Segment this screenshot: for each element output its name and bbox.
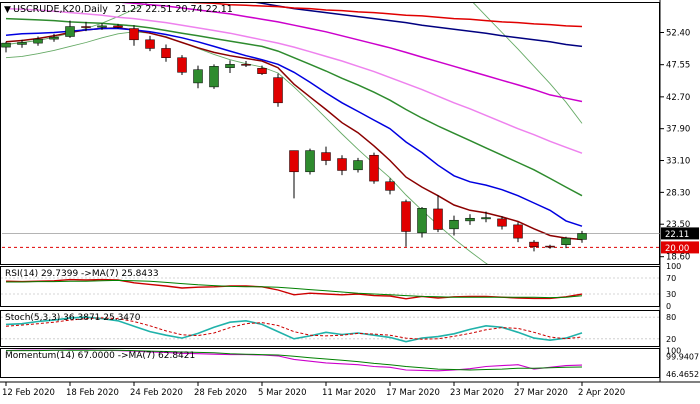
level-price-label: 20.00 [665,244,689,254]
time-tick-label: 28 Feb 2020 [194,388,247,398]
candle-bull [17,42,27,45]
price-tick-label: 42.70 [666,93,690,103]
price-tick-label: 33.10 [666,157,690,167]
candle-bear [321,152,331,161]
rsi-tick-label: 70 [666,274,676,283]
candle-bull [209,66,219,88]
price-tick-label: 47.55 [666,61,690,71]
moving-average-line [121,3,583,103]
lower-envelope-line [5,31,488,264]
candle-bull [417,208,427,234]
momentum-ma-line [6,349,583,371]
current-price-badge [661,227,699,240]
time-tick-label: 18 Feb 2020 [66,388,119,398]
candle-bull [49,36,59,40]
price-tick-label: 37.90 [666,125,690,135]
candle-bear [545,245,555,248]
chart-title: USCRUDE,K20,Daily [13,4,108,15]
candle-bear [257,68,267,74]
momentum-tick-label: 100 [666,347,681,356]
candle-bull [33,38,43,44]
candle-bear [529,241,539,248]
ohlc-header: 21.22 22.51 20.74 22.11 [115,4,233,15]
moving-average-line [5,17,583,197]
candle-bear [289,150,299,173]
time-tick-label: 17 Mar 2020 [386,388,440,398]
stoch-d-line [5,317,583,340]
stoch-tick-label: 80 [666,313,676,322]
candle-bear [177,57,187,73]
candle-bear [161,48,171,58]
time-tick-label: 23 Mar 2020 [450,388,504,398]
price-pane [0,2,660,265]
candle-bull [465,217,475,222]
rsi-tick-label: 100 [666,262,681,271]
time-tick-label: 27 Mar 2020 [514,388,568,398]
current-price-label: 22.11 [665,230,689,240]
candle-bull [65,26,75,37]
momentum-tick-label: 99.9407 [666,353,699,362]
moving-average-line [5,7,583,154]
time-tick-label: 5 Mar 2020 [258,388,306,398]
price-tick-label: 23.50 [666,220,690,230]
time-tick-label: 24 Feb 2020 [130,388,183,398]
candle-bear [385,181,395,191]
candle-bear [513,224,523,239]
candle-bull [561,237,571,246]
candle-bull [305,150,315,173]
price-tick-label: 18.60 [666,253,690,263]
candle-bull [353,160,363,171]
rsi-pane [0,266,660,307]
momentum-label: Momentum(14) 67.0000 ->MA(7) 62.8421 [5,351,195,361]
candle-bear [113,25,123,28]
rsi-label: RSI(14) 29.7399 ->MA(7) 25.8433 [5,269,159,279]
moving-average-line [187,3,583,28]
candle-bear [129,28,139,41]
candle-bear [401,201,411,232]
rsi-tick-label: 30 [666,290,676,299]
stoch-k-line [5,316,583,343]
candle-bear [433,208,443,230]
candle-bear [81,26,91,28]
candle-bear [241,64,251,66]
stoch-label: Stoch(5,3,3) 36.3871 25.3470 [5,313,141,323]
level-price-badge [661,241,699,254]
stoch-tick-label: 20 [666,335,676,344]
candle-bear [145,39,155,49]
candle-bull [481,217,491,220]
price-tick-label: 28.30 [666,188,690,198]
candle-bear [337,158,347,171]
time-tick-label: 12 Feb 2020 [2,388,55,398]
rsi-tick-label: 0 [666,302,671,311]
candle-bull [97,25,107,28]
symbol-marker[interactable]: ▼ [4,5,11,15]
rsi-ma-line [6,279,583,299]
candle-bull [577,233,587,240]
momentum-tick-label: 46.4652 [666,370,699,379]
candle-bear [497,218,507,227]
candle-bear [369,154,379,182]
price-tick-label: 52.40 [666,29,690,39]
candle-bull [1,42,11,48]
candle-bull [193,69,203,84]
candle-bull [225,64,235,68]
candle-bull [449,219,459,230]
rsi-line [5,278,583,300]
time-tick-label: 2 Apr 2020 [578,388,625,398]
time-tick-label: 11 Mar 2020 [322,388,376,398]
candle-bear [273,77,283,104]
